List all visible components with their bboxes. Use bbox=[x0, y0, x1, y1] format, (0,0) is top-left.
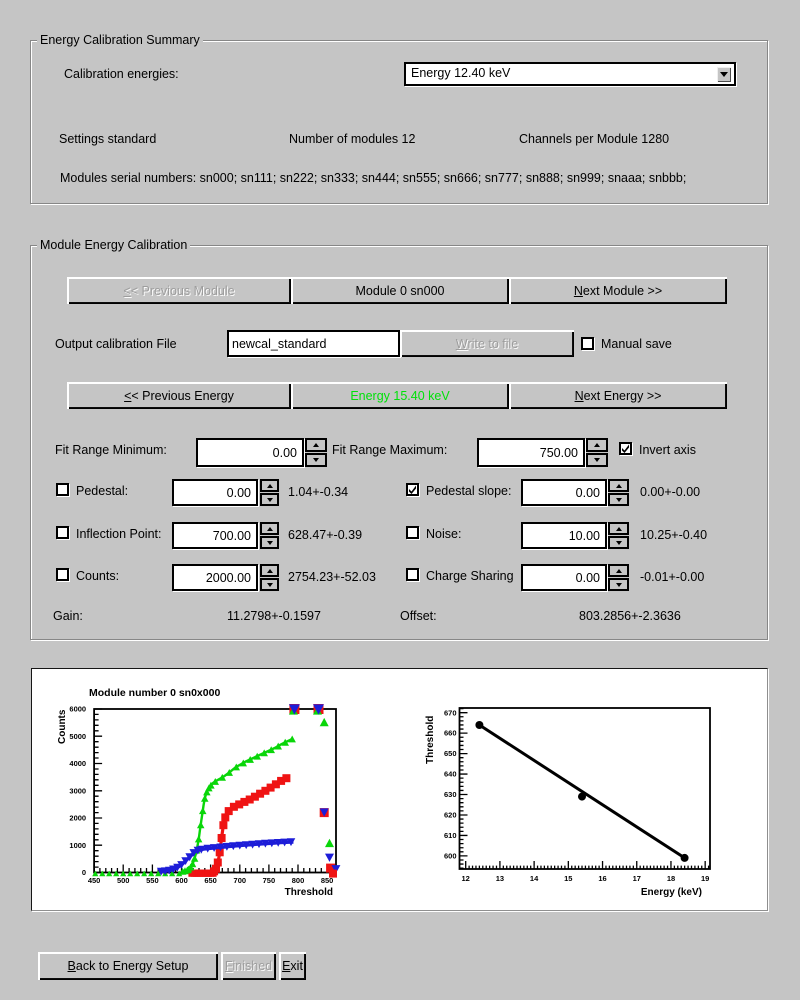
svg-text:19: 19 bbox=[701, 874, 709, 883]
svg-text:700: 700 bbox=[234, 876, 247, 885]
svg-text:Energy (keV): Energy (keV) bbox=[641, 887, 702, 898]
svg-text:450: 450 bbox=[88, 876, 101, 885]
svg-text:650: 650 bbox=[204, 876, 217, 885]
svg-text:Threshold: Threshold bbox=[425, 716, 436, 764]
svg-text:Counts: Counts bbox=[57, 709, 68, 744]
svg-text:600: 600 bbox=[175, 876, 188, 885]
svg-text:3000: 3000 bbox=[69, 786, 86, 795]
svg-text:500: 500 bbox=[117, 876, 130, 885]
svg-text:Module number 0 sn0x000: Module number 0 sn0x000 bbox=[89, 687, 220, 699]
svg-text:610: 610 bbox=[444, 831, 457, 840]
svg-text:640: 640 bbox=[444, 770, 457, 779]
svg-text:Threshold: Threshold bbox=[285, 887, 333, 898]
svg-text:6000: 6000 bbox=[69, 705, 86, 714]
svg-text:850: 850 bbox=[321, 876, 334, 885]
svg-text:4000: 4000 bbox=[69, 759, 86, 768]
svg-text:2000: 2000 bbox=[69, 814, 86, 823]
svg-text:17: 17 bbox=[633, 874, 641, 883]
svg-text:650: 650 bbox=[444, 749, 457, 758]
svg-text:13: 13 bbox=[496, 874, 504, 883]
svg-text:14: 14 bbox=[530, 874, 539, 883]
svg-text:550: 550 bbox=[146, 876, 159, 885]
svg-text:16: 16 bbox=[598, 874, 606, 883]
svg-text:12: 12 bbox=[462, 874, 470, 883]
svg-text:620: 620 bbox=[444, 811, 457, 820]
svg-text:0: 0 bbox=[82, 868, 86, 877]
svg-text:5000: 5000 bbox=[69, 732, 86, 741]
svg-text:630: 630 bbox=[444, 790, 457, 799]
svg-text:18: 18 bbox=[667, 874, 675, 883]
svg-text:1000: 1000 bbox=[69, 841, 86, 850]
svg-text:800: 800 bbox=[292, 876, 305, 885]
svg-text:600: 600 bbox=[444, 852, 457, 861]
svg-text:670: 670 bbox=[444, 708, 457, 717]
svg-text:15: 15 bbox=[564, 874, 572, 883]
svg-text:660: 660 bbox=[444, 729, 457, 738]
svg-text:750: 750 bbox=[263, 876, 276, 885]
